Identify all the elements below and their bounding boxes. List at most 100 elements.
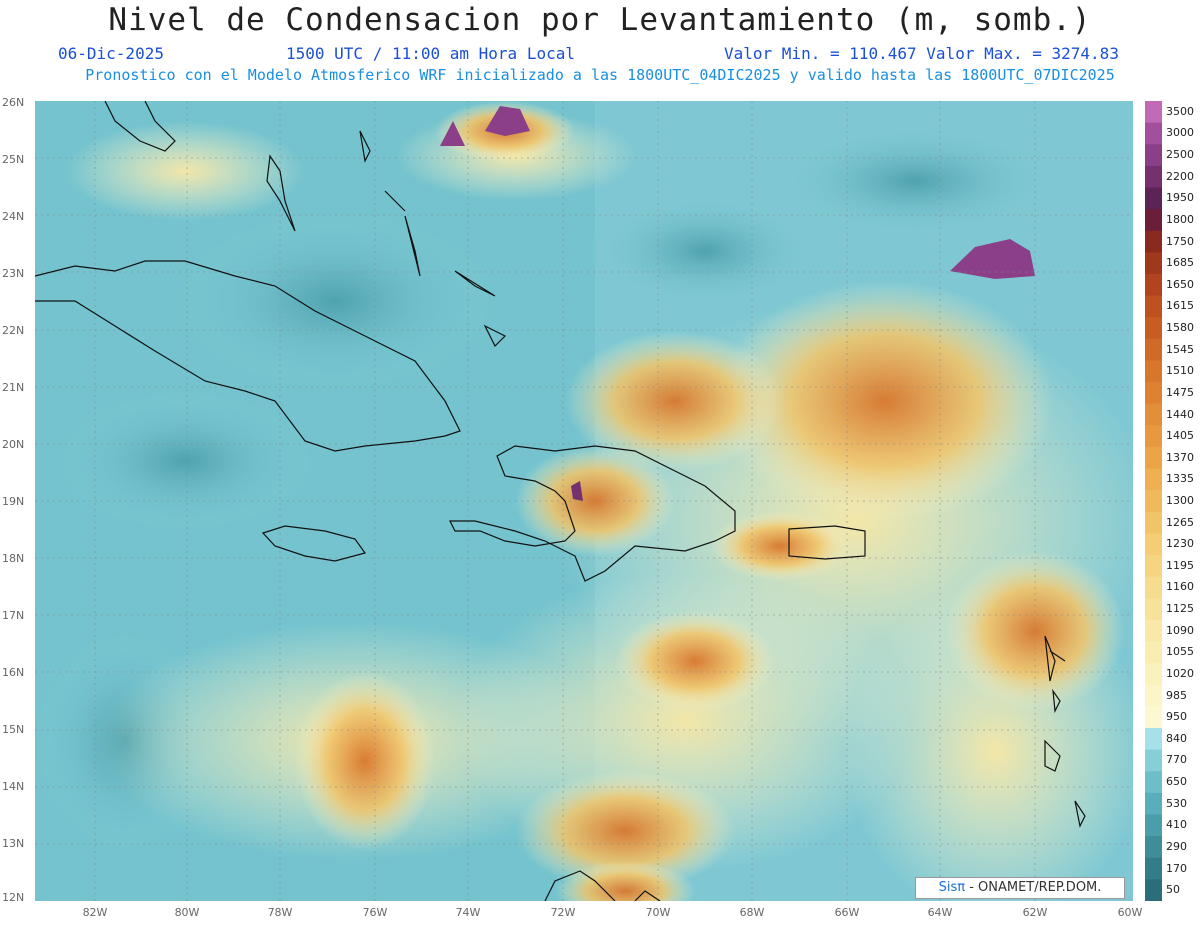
colorbar-label: 1370 [1166, 450, 1194, 464]
colorbar-swatch [1145, 403, 1162, 426]
colorbar-swatch [1145, 857, 1162, 880]
colorbar-swatch [1145, 230, 1162, 253]
colorbar-label: 1160 [1166, 580, 1194, 594]
venezuela-coastline [544, 870, 661, 901]
colorbar-label: 2200 [1166, 169, 1194, 183]
forecast-description: Pronostico con el Modelo Atmosferico WRF… [85, 66, 1115, 84]
colorbar-label: 1580 [1166, 321, 1194, 335]
colorbar-swatch [1145, 317, 1162, 340]
colorbar-label: 3000 [1166, 126, 1194, 140]
high-lcl-patch [571, 481, 583, 501]
colorbar-swatch [1145, 490, 1162, 513]
colorbar-swatch [1145, 836, 1162, 859]
lat-tick-label: 15N [2, 723, 25, 736]
graticule [35, 101, 1133, 901]
colorbar-swatch [1145, 144, 1162, 167]
colorbar-swatch [1145, 252, 1162, 275]
lon-tick-label: 82W [82, 906, 108, 919]
credit-box: Sisπ - ONAMET/REP.DOM. [915, 877, 1125, 899]
colorbar-swatch [1145, 879, 1162, 901]
lat-tick-label: 24N [2, 210, 25, 223]
colorbar-swatch [1145, 598, 1162, 621]
colorbar-swatch [1145, 728, 1162, 751]
colorbar-swatch [1145, 684, 1162, 707]
colorbar-label: 290 [1166, 839, 1187, 853]
colorbar-label: 1650 [1166, 277, 1194, 291]
colorbar-swatch [1145, 814, 1162, 837]
lon-tick-label: 78W [267, 906, 293, 919]
lat-tick-label: 13N [2, 837, 25, 850]
cuba-coastline [35, 260, 461, 452]
colorbar-swatch [1145, 576, 1162, 599]
high-lcl-patch [950, 239, 1035, 279]
colorbar-label: 530 [1166, 796, 1187, 810]
lon-tick-label: 70W [645, 906, 671, 919]
colorbar-swatch [1145, 295, 1162, 318]
colorbar-label: 1020 [1166, 666, 1194, 680]
colorbar [1145, 101, 1162, 901]
colorbar-swatch [1145, 425, 1162, 448]
colorbar-label: 1405 [1166, 429, 1194, 443]
colorbar-swatch [1145, 792, 1162, 816]
colorbar-label: 1950 [1166, 191, 1194, 205]
forecast-date: 06-Dic-2025 [58, 44, 164, 63]
colorbar-swatch [1145, 619, 1162, 643]
high-lcl-patch [440, 106, 530, 146]
colorbar-label: 1125 [1166, 602, 1194, 616]
forecast-time: 1500 UTC / 11:00 am Hora Local [286, 44, 575, 63]
hispaniola-coastline [449, 445, 736, 582]
bahamas-coastline [266, 130, 507, 348]
colorbar-label: 1685 [1166, 256, 1194, 270]
colorbar-swatch [1145, 165, 1162, 188]
lon-tick-label: 66W [834, 906, 860, 919]
colorbar-swatch [1145, 209, 1162, 232]
map-field [35, 101, 1133, 901]
colorbar-swatch [1145, 771, 1162, 794]
lat-tick-label: 14N [2, 780, 25, 793]
colorbar-swatch [1145, 533, 1162, 556]
colorbar-label: 840 [1166, 731, 1187, 745]
colorbar-swatch [1145, 273, 1162, 297]
colorbar-label: 3500 [1166, 104, 1194, 118]
colorbar-label: 1195 [1166, 558, 1194, 572]
lon-tick-label: 72W [550, 906, 576, 919]
colorbar-label: 1615 [1166, 299, 1194, 313]
colorbar-label: 1475 [1166, 385, 1194, 399]
colorbar-label: 1545 [1166, 342, 1194, 356]
colorbar-label: 985 [1166, 688, 1187, 702]
colorbar-swatch [1145, 446, 1162, 470]
credit-text: - ONAMET/REP.DOM. [969, 880, 1102, 895]
colorbar-swatch [1145, 338, 1162, 361]
colorbar-swatch [1145, 360, 1162, 383]
lon-tick-label: 62W [1022, 906, 1048, 919]
colorbar-swatch [1145, 382, 1162, 405]
colorbar-label: 50 [1166, 883, 1180, 897]
credit-brand: Sisπ [938, 880, 966, 895]
lon-tick-label: 76W [362, 906, 388, 919]
colorbar-label: 410 [1166, 818, 1187, 832]
lon-tick-label: 60W [1117, 906, 1143, 919]
colorbar-label: 170 [1166, 861, 1187, 875]
colorbar-label: 1230 [1166, 537, 1194, 551]
colorbar-swatch [1145, 555, 1162, 578]
lat-tick-label: 25N [2, 153, 25, 166]
colorbar-swatch [1145, 187, 1162, 210]
colorbar-label: 1265 [1166, 515, 1194, 529]
colorbar-swatch [1145, 511, 1162, 534]
colorbar-swatch [1145, 122, 1162, 145]
colorbar-label: 1440 [1166, 407, 1194, 421]
colorbar-swatch [1145, 706, 1162, 729]
lat-tick-label: 16N [2, 666, 25, 679]
colorbar-label: 1510 [1166, 364, 1194, 378]
lat-tick-label: 26N [2, 96, 25, 109]
lon-tick-label: 80W [174, 906, 200, 919]
lat-tick-label: 21N [2, 381, 25, 394]
colorbar-label: 1300 [1166, 494, 1194, 507]
lat-tick-label: 18N [2, 552, 25, 565]
colorbar-label: 770 [1166, 753, 1187, 767]
lat-tick-label: 17N [2, 609, 25, 622]
lat-tick-label: 19N [2, 495, 25, 508]
lat-tick-label: 12N [2, 891, 25, 904]
lon-tick-label: 64W [927, 906, 953, 919]
colorbar-label: 1335 [1166, 472, 1194, 486]
